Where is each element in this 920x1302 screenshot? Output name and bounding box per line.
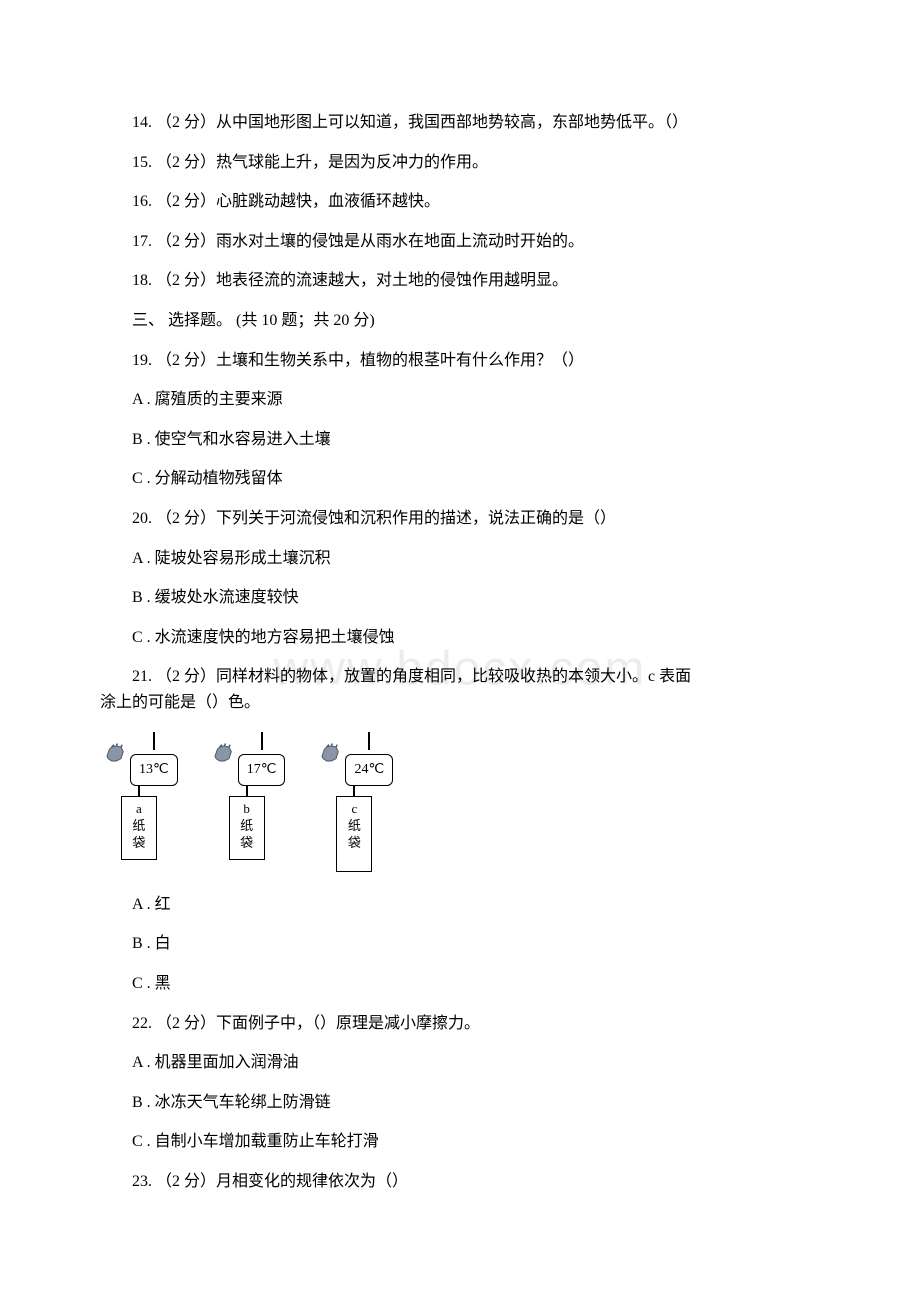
bag-unit-a: 13℃ a 纸 袋 [100, 732, 178, 860]
question-22: 22. （2 分）下面例子中，（）原理是减小摩擦力。 [100, 1011, 820, 1037]
option-19a: A . 腐殖质的主要来源 [100, 387, 820, 413]
stick-line [153, 732, 155, 750]
question-17: 17. （2 分）雨水对土壤的侵蚀是从雨水在地面上流动时开始的。 [100, 229, 820, 255]
question-14: 14. （2 分）从中国地形图上可以知道，我国西部地势较高，东部地势低平。（） [100, 110, 820, 136]
option-20a: A . 陡坡处容易形成土壤沉积 [100, 546, 820, 572]
bag-word-b2: 袋 [240, 835, 253, 852]
hand-icon [315, 740, 343, 768]
bag-word-b: 纸 [240, 818, 253, 835]
bag-word-c: 纸 [348, 818, 361, 835]
option-21b: B . 白 [100, 931, 820, 957]
option-20c: C . 水流速度快的地方容易把土壤侵蚀 [100, 625, 820, 651]
hand-icon [100, 740, 128, 768]
question-16: 16. （2 分）心脏跳动越快，血液循环越快。 [100, 189, 820, 215]
question-20: 20. （2 分）下列关于河流侵蚀和沉积作用的描述，说法正确的是（） [100, 506, 820, 532]
bag-unit-b: 17℃ b 纸 袋 [208, 732, 286, 860]
temp-box-b: 17℃ [238, 754, 286, 786]
option-22b: B . 冰冻天气车轮绑上防滑链 [100, 1090, 820, 1116]
question-15: 15. （2 分）热气球能上升，是因为反冲力的作用。 [100, 150, 820, 176]
question-21-line1: 21. （2 分）同样材料的物体，放置的角度相同，比较吸收热的本领大小。c 表面 [100, 664, 820, 690]
option-21c: C . 黑 [100, 971, 820, 997]
bag-box-a: a 纸 袋 [121, 796, 157, 860]
option-19c: C . 分解动植物残留体 [100, 466, 820, 492]
stick-line [138, 786, 140, 796]
question-19: 19. （2 分）土壤和生物关系中，植物的根茎叶有什么作用？（） [100, 348, 820, 374]
option-21a: A . 红 [100, 892, 820, 918]
section-3-header: 三、 选择题。 (共 10 题；共 20 分) [100, 308, 820, 334]
hand-icon [208, 740, 236, 768]
bag-box-c: c 纸 袋 [336, 796, 372, 872]
option-20b: B . 缓坡处水流速度较快 [100, 585, 820, 611]
bag-word-c2: 袋 [348, 835, 361, 852]
bag-diagram: 13℃ a 纸 袋 17℃ b 纸 袋 [100, 732, 820, 872]
bag-word-a2: 袋 [132, 835, 145, 852]
stick-line [353, 786, 355, 796]
question-23: 23. （2 分）月相变化的规律依次为（） [100, 1169, 820, 1195]
option-22c: C . 自制小车增加载重防止车轮打滑 [100, 1129, 820, 1155]
stick-line [368, 732, 370, 750]
bag-word-a: 纸 [132, 818, 145, 835]
option-19b: B . 使空气和水容易进入土壤 [100, 427, 820, 453]
temp-box-a: 13℃ [130, 754, 178, 786]
option-22a: A . 机器里面加入润滑油 [100, 1050, 820, 1076]
question-21: 21. （2 分）同样材料的物体，放置的角度相同，比较吸收热的本领大小。c 表面… [100, 664, 820, 715]
temp-box-c: 24℃ [345, 754, 393, 786]
bag-unit-c: 24℃ c 纸 袋 [315, 732, 393, 872]
bag-label-a: a [136, 801, 142, 818]
stick-line [246, 786, 248, 796]
bag-label-b: b [243, 801, 250, 818]
bag-box-b: b 纸 袋 [229, 796, 265, 860]
stick-line [261, 732, 263, 750]
bag-label-c: c [351, 801, 357, 818]
question-18: 18. （2 分）地表径流的流速越大，对土地的侵蚀作用越明显。 [100, 268, 820, 294]
question-21-line2: 涂上的可能是（）色。 [100, 690, 820, 716]
